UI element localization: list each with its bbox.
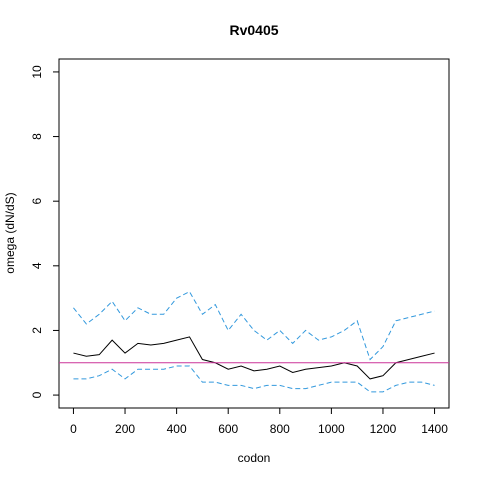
x-tick-label: 1000 [318, 422, 345, 436]
x-tick-label: 800 [270, 422, 290, 436]
y-tick-label: 8 [30, 133, 44, 140]
chart-title: Rv0405 [229, 22, 278, 38]
series-line [73, 291, 435, 361]
y-tick-label: 0 [30, 391, 44, 398]
plot-frame [58, 58, 450, 409]
y-tick-label: 6 [30, 198, 44, 205]
x-tick-label: 200 [115, 422, 135, 436]
x-tick-label: 1200 [370, 422, 397, 436]
y-tick-label: 4 [30, 262, 44, 269]
series-line [73, 365, 435, 393]
y-axis-label: omega (dN/dS) [3, 192, 17, 273]
x-tick-label: 1400 [421, 422, 448, 436]
x-tick-label: 400 [167, 422, 187, 436]
y-tick-label: 2 [30, 327, 44, 334]
x-tick-label: 600 [218, 422, 238, 436]
series-line [73, 336, 435, 380]
y-tick-label: 10 [30, 65, 44, 79]
x-axis-label: codon [238, 451, 271, 465]
x-tick-label: 0 [70, 422, 77, 436]
